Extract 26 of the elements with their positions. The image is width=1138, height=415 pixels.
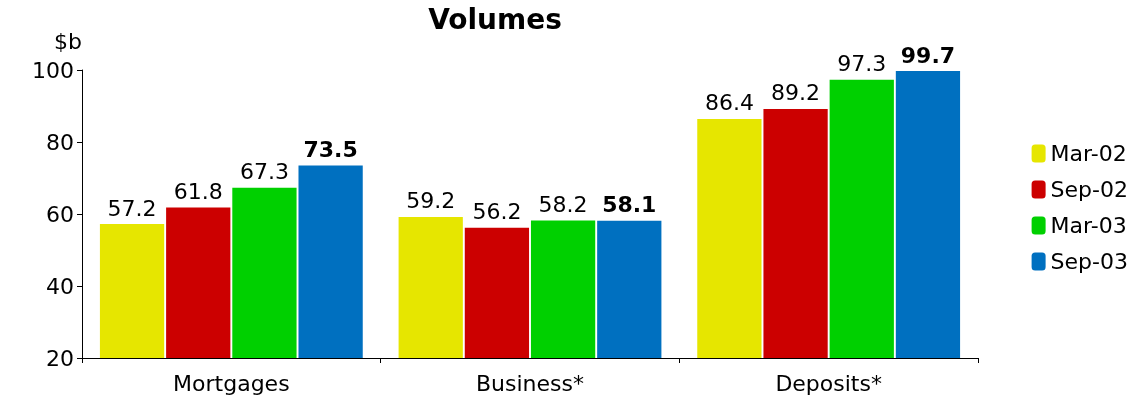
data-label: 56.2 <box>472 199 522 225</box>
x-tick-label: Mortgages <box>173 370 290 396</box>
data-label: 61.8 <box>173 179 223 205</box>
data-label: 67.3 <box>239 159 289 185</box>
data-label: 89.2 <box>771 80 821 106</box>
y-tick-label: 60 <box>46 201 74 227</box>
y-tick-label: 20 <box>46 345 74 371</box>
y-tick-label: 40 <box>46 273 74 299</box>
y-axis-title: $b <box>54 28 82 54</box>
y-tick-label: 80 <box>46 129 74 155</box>
data-label: 99.7 <box>900 42 956 68</box>
chart-title: Volumes <box>428 2 562 36</box>
legend-label: Sep-02 <box>1050 177 1129 202</box>
data-label: 86.4 <box>704 90 754 116</box>
legend-label: Sep-03 <box>1050 249 1129 274</box>
legend-label: Mar-02 <box>1050 141 1127 166</box>
data-label: 73.5 <box>303 136 358 162</box>
data-label: 57.2 <box>107 195 157 221</box>
data-label: 58.1 <box>602 192 657 218</box>
data-label: 97.3 <box>837 51 887 77</box>
x-tick-label: Business* <box>475 370 585 396</box>
legend-label: Mar-03 <box>1050 213 1127 238</box>
data-label: 59.2 <box>406 188 456 214</box>
x-tick-label: Deposits* <box>775 370 882 396</box>
y-tick-label: 100 <box>32 57 74 83</box>
data-label: 58.2 <box>538 191 588 217</box>
